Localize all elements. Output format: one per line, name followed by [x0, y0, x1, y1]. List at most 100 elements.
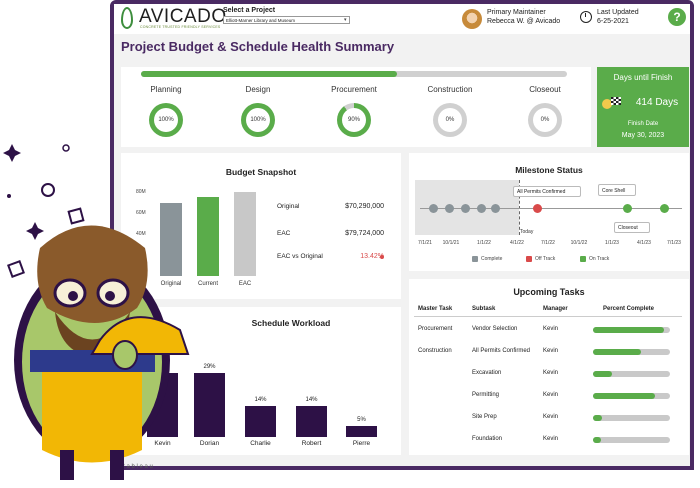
phase-label: Procurement	[331, 85, 377, 94]
workload-bar	[245, 406, 276, 437]
timeline-tick-label: 4/1/22	[510, 240, 524, 246]
budget-row-label: Original	[277, 203, 300, 210]
task-subtask: All Permits Confirmed	[472, 348, 531, 354]
task-progress-track	[593, 437, 670, 443]
maintainer-name: Rebecca W. @ Avicado	[487, 18, 561, 25]
task-progress-track	[593, 371, 670, 377]
phase-ring: 100%	[149, 103, 183, 137]
legend-label: On Track	[589, 256, 610, 262]
task-manager: Kevin	[543, 326, 559, 332]
phase-label: Design	[245, 85, 271, 94]
budget-x-label: Original	[160, 281, 182, 287]
workload-data-label: 29%	[203, 364, 216, 370]
maintainer-label: Primary Maintainer	[487, 9, 546, 16]
schedule-title: Schedule Workload	[251, 318, 331, 328]
task-subtask: Excavation	[472, 370, 502, 376]
budget-y-tick: 60M	[136, 210, 146, 216]
updated-date: 6-25-2021	[597, 18, 629, 25]
phase-ring: 100%	[241, 103, 275, 137]
tasks-title: Upcoming Tasks	[513, 287, 585, 297]
timeline-tick-label: 1/1/22	[477, 240, 491, 246]
task-progress-fill	[593, 437, 601, 443]
budget-x-label: Current	[197, 281, 218, 287]
phase-ring: 0%	[528, 103, 562, 137]
task-manager: Kevin	[543, 370, 559, 376]
budget-x-label: EAC	[238, 281, 252, 287]
today-line	[519, 180, 520, 235]
tasks-header-percent: Percent Complete	[603, 306, 655, 312]
workload-x-label: Robert	[301, 440, 322, 447]
overall-progress-fill	[141, 71, 397, 77]
task-progress-fill	[593, 415, 603, 421]
tasks-panel	[409, 279, 689, 455]
milestone-dot	[444, 204, 454, 213]
phase-percent: 100%	[154, 108, 178, 132]
budget-row-value: 13.42%	[360, 253, 384, 260]
logo-tagline: CONCRETE TRUSTED FRIENDLY SERVICES	[140, 25, 221, 29]
workload-x-label: Dorian	[199, 440, 220, 447]
days-title: Days until Finish	[613, 73, 673, 82]
task-manager: Kevin	[543, 348, 559, 354]
workload-bar	[296, 406, 327, 437]
milestone-dot	[476, 204, 486, 213]
timeline-tick-label: 7/1/23	[667, 240, 681, 246]
callout-permits: All Permits Confirmed	[513, 186, 581, 197]
timeline-tick-label: 4/1/23	[637, 240, 651, 246]
phase-ring: 0%	[433, 103, 467, 137]
task-manager: Kevin	[543, 392, 559, 398]
task-progress-track	[593, 415, 670, 421]
workload-data-label: 14%	[254, 397, 267, 404]
project-select-label: Select a Project	[223, 7, 276, 14]
tasks-header-manager: Manager	[543, 306, 568, 312]
task-progress-fill	[593, 349, 641, 355]
timeline-tick-label: 10/1/21	[442, 240, 460, 246]
task-master: Construction	[418, 348, 452, 354]
phase-percent: 100%	[246, 108, 270, 132]
workload-data-label: 5%	[357, 416, 366, 423]
workload-x-label: Charlie	[250, 440, 271, 447]
project-select[interactable]: Elliott-Marner Library and Museum	[223, 16, 350, 24]
logo-text: AVICADO	[139, 6, 227, 27]
task-subtask: Site Prep	[472, 414, 497, 420]
task-manager: Kevin	[543, 414, 559, 420]
phase-label: Planning	[150, 85, 182, 94]
task-progress-track	[593, 327, 670, 333]
workload-bar	[346, 425, 377, 437]
phase-label: Construction	[427, 85, 473, 94]
milestone-dot	[532, 204, 542, 213]
milestone-dot	[460, 204, 470, 213]
timeline-axis	[420, 208, 682, 209]
top-bar	[114, 4, 690, 34]
budget-title: Budget Snapshot	[225, 167, 297, 177]
phase-ring: 90%	[337, 103, 371, 137]
milestone-dot	[622, 204, 632, 213]
task-progress-track	[593, 349, 670, 355]
legend-label: Complete	[481, 256, 503, 262]
timeline-tick-label: 1/1/23	[605, 240, 619, 246]
workload-bar	[194, 373, 225, 437]
finish-label: Finish Date	[627, 121, 659, 127]
task-progress-track	[593, 393, 670, 399]
workload-x-label: Pierre	[352, 440, 371, 447]
task-manager: Kevin	[543, 436, 559, 442]
phase-label: Closeout	[529, 85, 561, 94]
tasks-header-master: Master Task	[418, 306, 453, 312]
budget-row-value: $79,724,000	[345, 230, 384, 237]
help-button[interactable]: ?	[668, 8, 686, 26]
chevron-down-icon[interactable]: ▾	[344, 17, 347, 23]
task-master: Procurement	[418, 326, 453, 332]
timeline-tick-label: 7/1/21	[418, 240, 432, 246]
avocado-mascot-image	[0, 130, 200, 483]
budget-y-tick: 80M	[136, 189, 146, 195]
days-until-finish-card: Days until Finish 414 Days Finish Date M…	[597, 67, 689, 147]
milestone-title: Milestone Status	[515, 165, 583, 175]
budget-row-label: EAC	[277, 230, 291, 237]
avocado-logo-icon	[121, 7, 133, 29]
task-subtask: Foundation	[472, 436, 503, 442]
workload-x-label: Kevin	[154, 440, 171, 447]
task-progress-fill	[593, 371, 613, 377]
tasks-header-divider	[414, 316, 682, 317]
task-subtask: Vendor Selection	[472, 326, 518, 332]
milestone-dot	[428, 204, 438, 213]
milestone-dot	[659, 204, 669, 213]
